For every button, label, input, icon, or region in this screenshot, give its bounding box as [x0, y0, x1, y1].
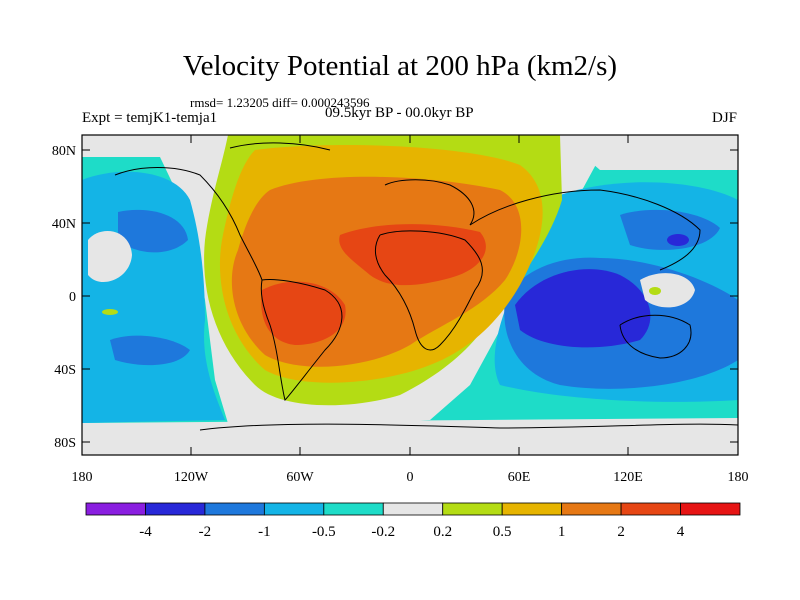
- colorbar-label: -1: [258, 524, 271, 540]
- colorbar-box: [145, 502, 206, 516]
- lat-axis: 80N 40N 0 40S 80S: [52, 144, 738, 451]
- contour-negative-southpacific: [110, 335, 190, 366]
- contour-field: [82, 135, 738, 455]
- contour-negative-westpacific: [620, 209, 720, 250]
- coast-europe: [384, 179, 475, 226]
- season-label: DJF: [712, 110, 738, 126]
- lon-label-0: 0: [407, 470, 414, 485]
- colorbar-box: [561, 502, 622, 516]
- colorbar-label: 4: [677, 524, 685, 540]
- coast-australia: [619, 314, 692, 359]
- lon-label-60w: 60W: [286, 470, 314, 485]
- lat-label-40s: 40S: [54, 363, 76, 378]
- coast-north-america: [114, 167, 263, 281]
- coast-antarctica: [199, 423, 738, 431]
- map-title: Velocity Potential at 200 hPa (km2/s): [182, 50, 618, 82]
- contour-positive-max-samerica: [261, 281, 346, 345]
- colorbar-label: -4: [139, 524, 152, 540]
- lat-label-80s: 80S: [54, 436, 76, 451]
- lat-label-40n: 40N: [52, 217, 76, 232]
- lon-label-120w: 120W: [174, 470, 209, 485]
- coast-africa: [374, 230, 483, 351]
- colorbar-box: [204, 502, 265, 516]
- stats-text: rmsd= 1.23205 diff= 0.000243596: [190, 95, 370, 110]
- colorbar-label: -0.2: [371, 524, 395, 540]
- colorbar-box: [501, 502, 563, 516]
- colorbar-box: [263, 502, 325, 516]
- colorbar-label: 2: [617, 524, 625, 540]
- experiment-label: Expt = temjK1-temja1: [82, 110, 218, 126]
- colorbar-box: [680, 502, 741, 516]
- lon-label-60e: 60E: [508, 470, 531, 485]
- contour-positive-small-east: [649, 287, 661, 295]
- colorbar-label: 0.2: [433, 524, 452, 540]
- contour-positive-small-west: [102, 309, 118, 315]
- contour-gray-hole-westpacific: [640, 273, 695, 308]
- contour-negative-npacific: [118, 209, 188, 253]
- colorbar-box: [85, 502, 146, 516]
- colorbar-box: [382, 502, 444, 516]
- colorbar-label: -2: [199, 524, 212, 540]
- coastlines: [114, 142, 738, 431]
- contour-positive-max-africa: [339, 224, 486, 286]
- lon-label-120e: 120E: [613, 470, 643, 485]
- colorbar-label: -0.5: [312, 524, 336, 540]
- lat-label-80n: 80N: [52, 144, 76, 159]
- lat-label-0: 0: [69, 290, 76, 305]
- coast-south-america: [260, 279, 343, 401]
- colorbar-box: [620, 502, 681, 516]
- contour-negative-max: [515, 269, 651, 348]
- coast-asia: [469, 189, 701, 271]
- contour-near-zero-ne: [585, 157, 738, 170]
- period-label: 09.5kyr BP - 00.0kyr BP: [325, 105, 474, 121]
- coast-greenland: [229, 142, 331, 151]
- colorbar: -4 -2 -1 -0.5 -0.2 0.2 0.5 1 2 4: [85, 502, 741, 540]
- colorbar-label: 1: [558, 524, 566, 540]
- lon-label-180e: 180: [728, 470, 749, 485]
- lon-axis: 180 120W 60W 0 60E 120E 180: [72, 135, 749, 485]
- colorbar-box: [323, 502, 384, 516]
- colorbar-label: 0.5: [493, 524, 512, 540]
- lon-label-180w: 180: [72, 470, 93, 485]
- contour-negative-small: [667, 234, 689, 246]
- contour-gray-hole-pacific: [88, 231, 132, 283]
- colorbar-box: [442, 502, 503, 516]
